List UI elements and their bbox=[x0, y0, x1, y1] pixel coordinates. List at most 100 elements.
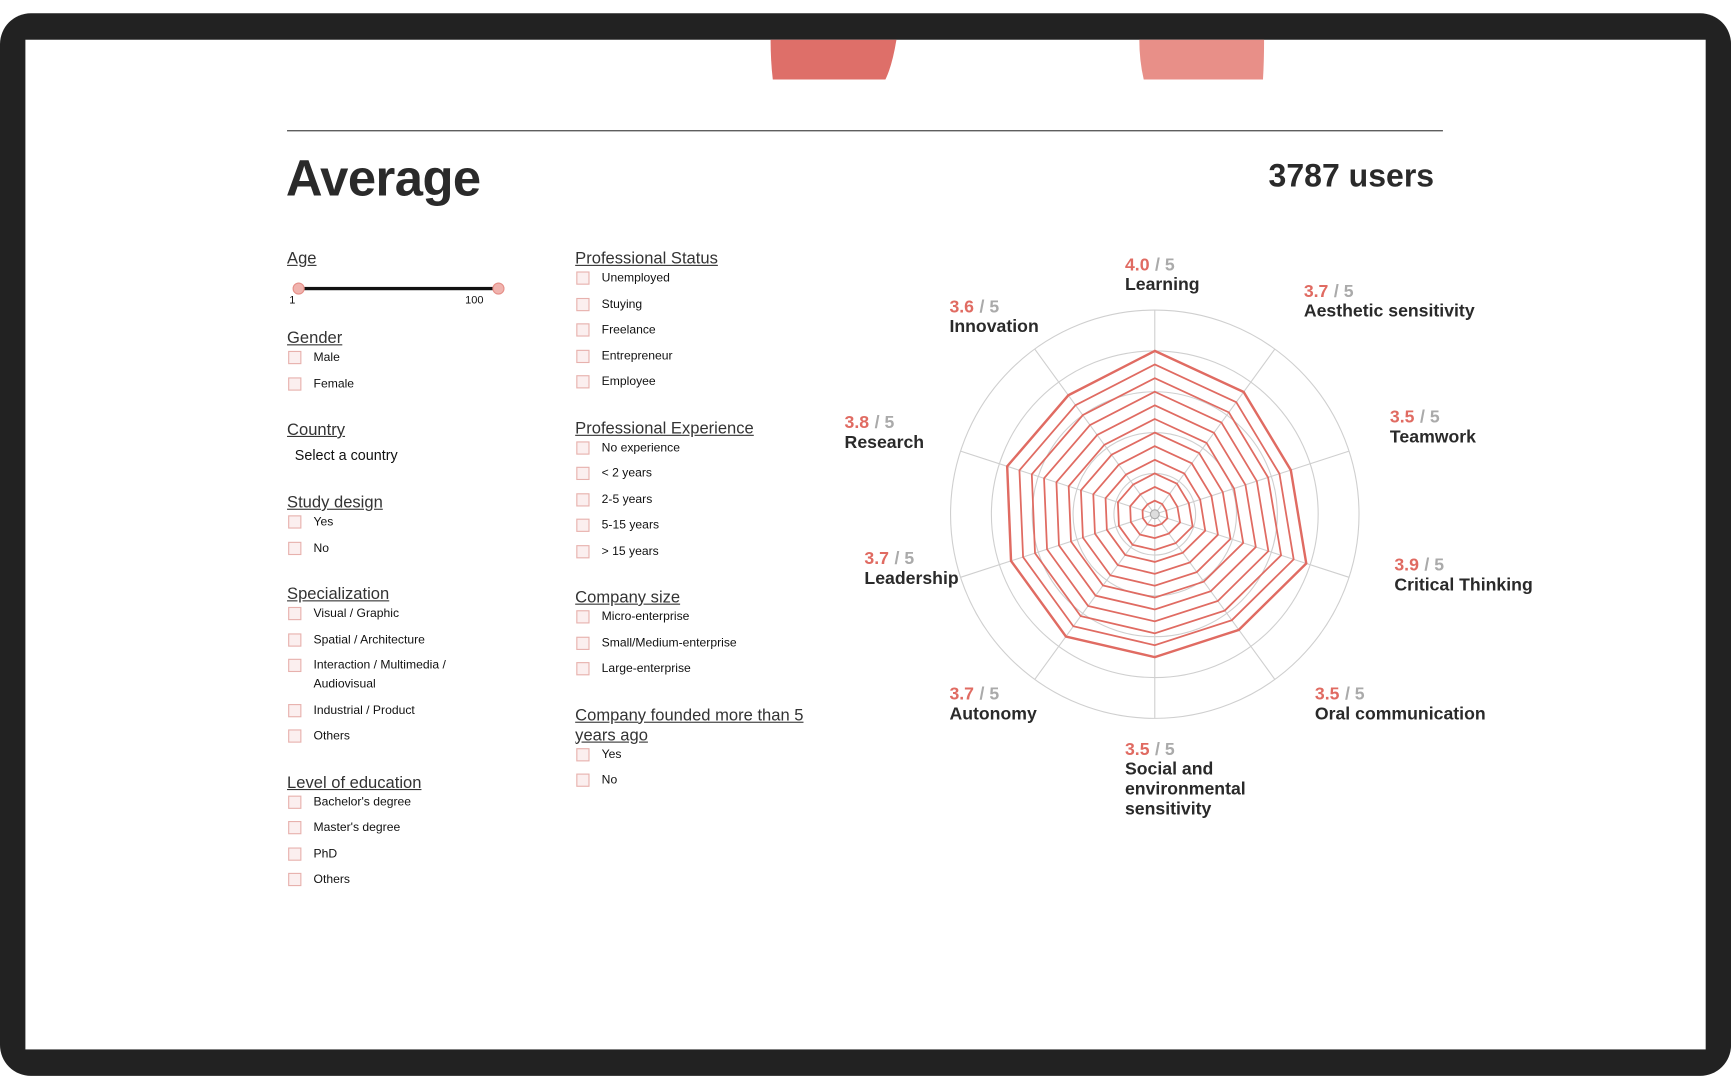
checkbox[interactable] bbox=[576, 323, 590, 337]
axis-label: 3.5/ 5 Oral communication bbox=[1315, 685, 1486, 725]
axis-label: 3.7/ 5 Leadership bbox=[864, 550, 958, 590]
checkbox[interactable] bbox=[288, 607, 302, 621]
checkbox[interactable] bbox=[576, 467, 590, 481]
filter-column: Age 1 100 Gender Male Female Country Select a c… bbox=[287, 249, 541, 916]
checkbox[interactable] bbox=[288, 729, 302, 743]
option: Stuying bbox=[575, 292, 812, 318]
option: Others bbox=[287, 867, 541, 893]
option-list: No experience < 2 years 2-5 years 5-15 year… bbox=[575, 435, 812, 565]
checkbox[interactable] bbox=[288, 633, 302, 647]
checkbox[interactable] bbox=[288, 703, 302, 717]
checkbox[interactable] bbox=[576, 492, 590, 507]
option: Female bbox=[287, 371, 541, 397]
score-max: / 5 bbox=[1333, 282, 1354, 302]
checkbox[interactable] bbox=[288, 377, 302, 391]
option: Micro-enterprise bbox=[575, 605, 812, 631]
score-line: 3.7/ 5 bbox=[864, 550, 958, 570]
radar-ring bbox=[1117, 472, 1194, 551]
country-select[interactable]: Select a country bbox=[294, 446, 398, 464]
checkbox[interactable] bbox=[576, 610, 590, 624]
score-value: 3.7 bbox=[949, 685, 975, 705]
checkbox[interactable] bbox=[288, 873, 302, 887]
option: Master's degree bbox=[287, 815, 541, 841]
score-max: / 5 bbox=[1344, 685, 1365, 705]
checkbox[interactable] bbox=[288, 541, 302, 555]
checkbox[interactable] bbox=[288, 351, 302, 365]
spoke bbox=[1034, 348, 1156, 515]
option-label: No bbox=[601, 773, 618, 788]
decor-shape bbox=[1139, 39, 1265, 80]
option-label: < 2 years bbox=[601, 467, 652, 481]
score-max: / 5 bbox=[1424, 556, 1445, 575]
checkbox[interactable] bbox=[576, 636, 590, 650]
option: Interaction / Multimedia / Audiovisual bbox=[287, 653, 541, 698]
checkbox[interactable] bbox=[288, 821, 302, 835]
option-label: Micro-enterprise bbox=[601, 610, 690, 624]
checkbox[interactable] bbox=[288, 659, 302, 673]
slider-handle[interactable] bbox=[292, 282, 305, 295]
option-list: Yes No bbox=[287, 510, 541, 562]
slider-handle[interactable] bbox=[492, 282, 505, 295]
spoke bbox=[1154, 513, 1276, 680]
score-line: 3.6/ 5 bbox=[949, 298, 1038, 318]
screen bbox=[25, 39, 1706, 1050]
checkbox[interactable] bbox=[576, 441, 590, 455]
filter-heading: Country bbox=[287, 420, 346, 440]
axis-label: 3.8/ 5 Research bbox=[845, 414, 925, 454]
checkbox[interactable] bbox=[576, 375, 590, 389]
spoke bbox=[1154, 450, 1350, 515]
axis-name: Innovation bbox=[949, 317, 1039, 337]
checkbox[interactable] bbox=[576, 271, 590, 285]
checkbox[interactable] bbox=[288, 847, 302, 861]
option-label: Stuying bbox=[601, 297, 643, 311]
option-label: Others bbox=[313, 729, 350, 743]
option: Spatial / Architecture bbox=[287, 627, 541, 653]
option: No experience bbox=[575, 435, 812, 461]
checkbox[interactable] bbox=[576, 544, 590, 559]
axis-label: 3.6/ 5 Innovation bbox=[949, 298, 1038, 338]
score-line: 3.8/ 5 bbox=[845, 414, 925, 434]
option-label: Spatial / Architecture bbox=[313, 633, 425, 647]
decor-shape bbox=[770, 39, 897, 80]
checkbox[interactable] bbox=[576, 662, 590, 676]
option-label: 5-15 years bbox=[601, 518, 660, 533]
score-value: 3.5 bbox=[1314, 685, 1340, 705]
axis-label: 3.7/ 5 Autonomy bbox=[949, 685, 1036, 725]
option-label: > 15 years bbox=[601, 544, 659, 559]
checkbox[interactable] bbox=[288, 515, 302, 529]
option: 5-15 years bbox=[575, 513, 812, 539]
radar-area bbox=[1005, 349, 1308, 659]
filter-heading: Professional Status bbox=[575, 249, 718, 269]
page-title: Average bbox=[285, 148, 481, 207]
filter-heading: Gender bbox=[287, 328, 343, 348]
axis-name: Aesthetic sensitivity bbox=[1303, 302, 1475, 322]
score-max: / 5 bbox=[1420, 408, 1440, 428]
axis-name: Leadership bbox=[864, 569, 959, 589]
option: Visual / Graphic bbox=[287, 601, 541, 627]
checkbox[interactable] bbox=[576, 773, 590, 788]
option: Small/Medium-enterprise bbox=[575, 631, 812, 657]
option-list: Male Female bbox=[287, 345, 541, 397]
option-label: 2-5 years bbox=[601, 492, 653, 507]
checkbox[interactable] bbox=[288, 795, 302, 809]
filter-group: Age 1 100 bbox=[287, 249, 541, 307]
score-value: 3.6 bbox=[949, 297, 975, 317]
slider-min: 1 bbox=[289, 294, 296, 307]
filter-group: Gender Male Female bbox=[287, 329, 541, 397]
checkbox[interactable] bbox=[576, 297, 590, 311]
option: PhD bbox=[287, 841, 541, 867]
option: Bachelor's degree bbox=[287, 790, 541, 816]
radar-ring bbox=[1018, 363, 1295, 647]
option: Yes bbox=[575, 742, 812, 768]
option-label: No experience bbox=[601, 441, 680, 455]
checkbox[interactable] bbox=[576, 518, 590, 533]
option-label: Female bbox=[313, 377, 355, 391]
option-label: Small/Medium-enterprise bbox=[601, 636, 737, 650]
checkbox[interactable] bbox=[576, 349, 590, 363]
score-value: 3.7 bbox=[1303, 282, 1329, 302]
checkbox[interactable] bbox=[576, 747, 590, 762]
option-list: Micro-enterprise Small/Medium-enterprise L… bbox=[575, 605, 812, 683]
score-line: 3.5/ 5 bbox=[1390, 408, 1476, 428]
option-list: Visual / Graphic Spatial / Architecture In… bbox=[287, 601, 541, 749]
